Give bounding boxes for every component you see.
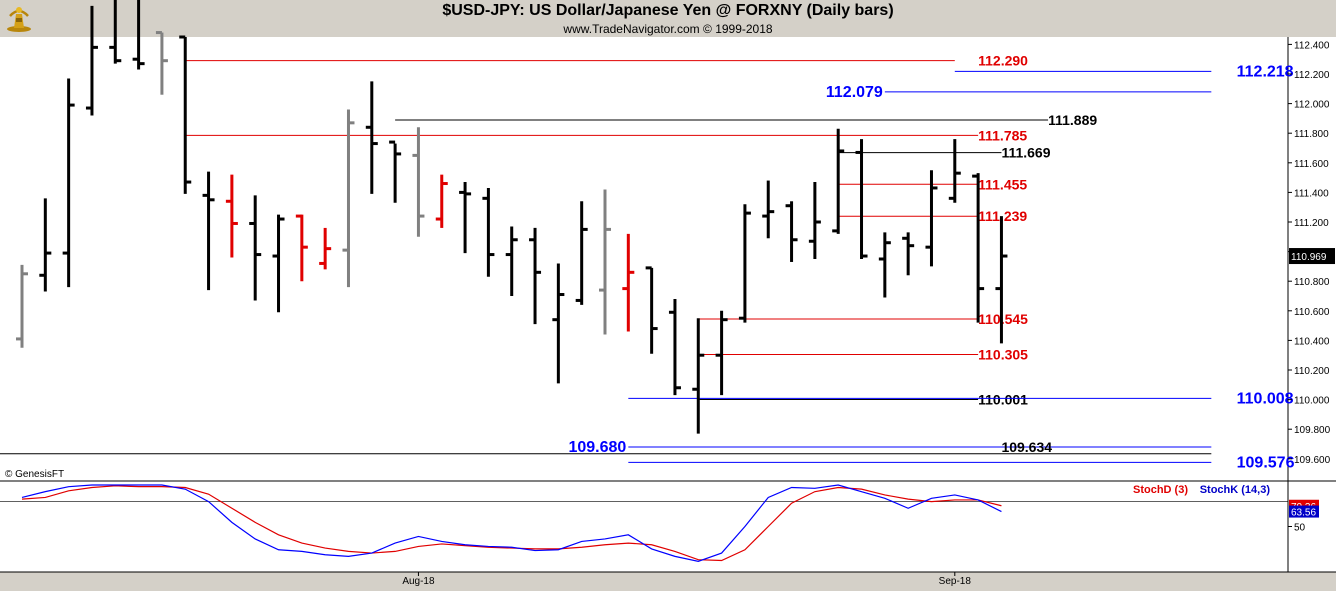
watermark: © GenesisFT: [5, 469, 64, 480]
ohlc-bar: [412, 127, 425, 237]
level-label: 112.079: [826, 84, 883, 101]
ohlc-bar: [552, 263, 565, 384]
chart-header: $USD-JPY: US Dollar/Japanese Yen @ FORXN…: [0, 0, 1336, 37]
ohlc-bar: [878, 232, 891, 298]
ohlc-bar: [668, 298, 681, 396]
ohlc-bar: [808, 182, 821, 259]
ohlc-bar: [85, 5, 98, 116]
last-price-box: [1289, 248, 1335, 265]
ohlc-bar: [319, 227, 332, 270]
ohlc-bar: [202, 171, 215, 291]
x-tick-label: Sep-18: [939, 576, 972, 587]
stoch-legend-d: StochD (3): [1133, 484, 1188, 496]
ohlc-bar: [505, 226, 518, 296]
ohlc-bar: [342, 109, 355, 288]
y-tick-label: 110.600: [1294, 307, 1330, 318]
level-label: 111.889: [1048, 112, 1097, 128]
level-label: 111.785: [978, 127, 1027, 143]
ohlc-bar: [645, 266, 658, 354]
ohlc-bar: [785, 201, 798, 262]
price-bars: [16, 0, 1008, 434]
level-label: 110.545: [978, 311, 1028, 327]
y-tick-label: 111.400: [1294, 188, 1329, 199]
ohlc-bar: [179, 35, 192, 194]
ohlc-bar: [948, 139, 961, 203]
ohlc-bar: [272, 214, 285, 313]
ohlc-bar: [529, 227, 542, 325]
stoch-y-tick-label: 50: [1294, 523, 1306, 534]
level-label: 109.680: [568, 439, 626, 456]
level-lines: 112.290 112.218 112.079 111.889 111.785 111.6…: [0, 53, 1295, 471]
price-panel-bg: [0, 37, 1288, 481]
y-tick-label: 112.200: [1294, 70, 1330, 81]
stoch-k-value: 63.56: [1291, 508, 1316, 519]
ohlc-bar: [62, 78, 75, 288]
stoch-k-value-box: [1289, 505, 1319, 518]
stoch-series-line: [21, 484, 1002, 562]
y-tick-label: 111.200: [1294, 218, 1329, 229]
y-tick-label: 110.800: [1294, 277, 1330, 288]
time-axis: Aug-18 Sep-18: [402, 572, 971, 587]
level-label: 109.576: [1237, 454, 1295, 471]
chart-title: $USD-JPY: US Dollar/Japanese Yen @ FORXN…: [442, 2, 894, 19]
level-label: 112.218: [1237, 63, 1294, 80]
stoch-legend-k: StochK (14,3): [1200, 484, 1271, 496]
ohlc-bar: [575, 201, 588, 305]
y-tick-label: 112.000: [1294, 100, 1330, 111]
chart-subtitle: www.TradeNavigator.com © 1999-2018: [563, 22, 773, 36]
last-price-label: 110.969: [1291, 252, 1327, 263]
ohlc-bar: [435, 174, 448, 228]
y-tick-label: 109.800: [1294, 425, 1331, 436]
ohlc-bar: [599, 189, 611, 335]
ohlc-bar: [925, 170, 938, 267]
ohlc-bar: [972, 173, 985, 323]
chart-frame: [0, 37, 1336, 573]
y-tick-label: 111.600: [1294, 159, 1329, 170]
price-axis: 112.400 112.200 112.000 111.800 111.600 111.4…: [1288, 40, 1335, 466]
axis-panel-bg: [1288, 37, 1336, 572]
y-tick-label: 110.400: [1294, 336, 1330, 347]
y-tick-label: 109.600: [1294, 455, 1331, 466]
ohlc-bar: [295, 214, 308, 282]
stoch-series-line: [21, 485, 1002, 562]
ohlc-bar: [459, 182, 472, 254]
level-label: 110.008: [1237, 390, 1294, 407]
ohlc-bar: [132, 0, 145, 70]
y-tick-label: 110.200: [1294, 366, 1330, 377]
ohlc-bar: [692, 318, 705, 434]
stochastic-panel: StochD (3)StochK (14,3)5070.3663.56: [0, 484, 1319, 562]
level-label: 110.305: [978, 346, 1028, 362]
stoch-panel-bg: [0, 481, 1288, 572]
level-label: 112.290: [978, 53, 1028, 69]
ohlc-bar: [482, 187, 495, 277]
level-label: 110.001: [978, 391, 1028, 407]
level-label: 111.669: [1001, 145, 1050, 161]
ohlc-bar: [622, 233, 635, 332]
ohlc-bar: [16, 264, 28, 348]
ohlc-bar: [389, 140, 402, 203]
ohlc-bar: [738, 204, 751, 323]
ohlc-bar: [715, 310, 728, 396]
ohlc-bar: [902, 232, 915, 276]
y-tick-label: 111.800: [1294, 129, 1329, 140]
ohlc-bar: [762, 180, 775, 239]
ohlc-bar: [365, 81, 378, 194]
level-label: 109.634: [1001, 439, 1052, 455]
genesis-logo-icon: [4, 2, 34, 34]
ohlc-bar: [855, 139, 868, 259]
y-tick-label: 110.000: [1294, 396, 1330, 407]
ohlc-bar: [832, 128, 845, 234]
ohlc-bar: [995, 216, 1008, 344]
ohlc-bar: [249, 195, 262, 301]
ohlc-bar: [39, 198, 52, 292]
ohlc-bar: [225, 174, 238, 258]
level-label: 111.455: [978, 176, 1027, 192]
y-tick-label: 112.400: [1294, 40, 1330, 51]
ohlc-bar: [155, 31, 168, 95]
x-tick-label: Aug-18: [402, 576, 435, 587]
ohlc-bar: [109, 0, 122, 64]
